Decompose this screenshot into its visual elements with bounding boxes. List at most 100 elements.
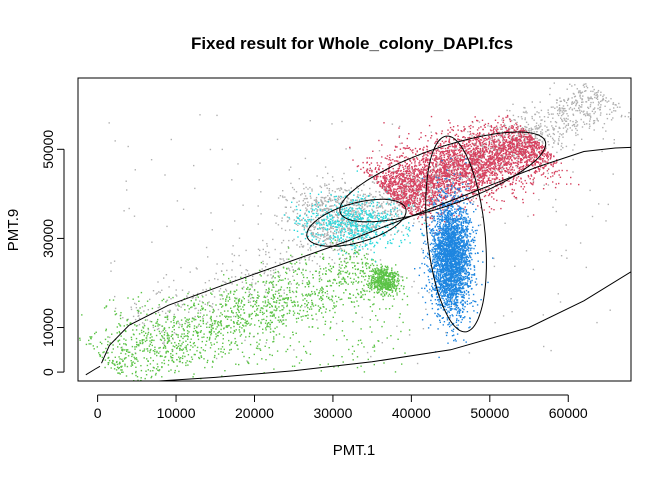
data-point bbox=[559, 127, 561, 129]
data-point bbox=[166, 342, 169, 344]
data-point bbox=[358, 199, 361, 201]
data-point bbox=[576, 121, 578, 123]
data-point bbox=[266, 243, 268, 245]
data-point bbox=[378, 291, 380, 293]
data-point bbox=[273, 315, 275, 317]
data-point bbox=[229, 290, 232, 293]
data-point bbox=[184, 355, 186, 358]
data-point bbox=[276, 138, 279, 141]
data-point bbox=[165, 351, 167, 353]
data-point bbox=[269, 328, 272, 330]
data-point bbox=[560, 109, 562, 111]
data-point bbox=[340, 202, 342, 204]
data-point bbox=[344, 258, 347, 260]
data-point bbox=[285, 319, 287, 321]
data-point bbox=[348, 297, 350, 299]
data-point bbox=[282, 319, 285, 321]
data-point bbox=[201, 307, 203, 309]
data-point bbox=[120, 312, 122, 314]
data-point bbox=[419, 197, 421, 199]
data-point bbox=[268, 256, 271, 258]
data-point bbox=[416, 179, 418, 181]
data-point bbox=[377, 268, 380, 270]
data-point bbox=[322, 273, 324, 275]
data-point bbox=[242, 318, 245, 320]
data-point bbox=[336, 229, 338, 232]
data-point bbox=[413, 218, 415, 220]
data-point bbox=[173, 279, 175, 282]
data-point bbox=[340, 270, 342, 273]
data-point bbox=[328, 220, 330, 222]
data-point bbox=[358, 237, 361, 239]
data-point bbox=[528, 128, 531, 130]
data-point bbox=[345, 257, 348, 260]
data-point bbox=[383, 284, 385, 286]
data-point bbox=[156, 292, 158, 294]
data-point bbox=[245, 325, 247, 327]
data-point bbox=[361, 316, 363, 319]
data-point bbox=[520, 185, 522, 188]
data-point bbox=[306, 226, 308, 228]
data-point bbox=[348, 232, 351, 234]
data-point bbox=[308, 294, 310, 296]
data-point bbox=[369, 299, 371, 301]
data-point bbox=[173, 325, 175, 327]
data-point bbox=[498, 149, 501, 152]
data-point bbox=[350, 281, 353, 283]
data-point bbox=[371, 226, 373, 228]
data-point bbox=[562, 136, 564, 138]
data-point bbox=[220, 328, 222, 331]
data-point bbox=[272, 298, 274, 300]
data-point bbox=[505, 134, 507, 136]
data-point bbox=[211, 324, 213, 327]
data-point bbox=[227, 293, 230, 295]
data-point bbox=[203, 358, 205, 360]
data-point bbox=[335, 305, 337, 307]
data-point bbox=[166, 334, 169, 337]
data-point bbox=[558, 139, 560, 142]
data-point bbox=[294, 209, 296, 211]
data-point bbox=[166, 341, 169, 343]
data-point bbox=[220, 325, 223, 327]
data-point bbox=[546, 129, 549, 132]
data-point bbox=[466, 144, 468, 146]
data-point bbox=[385, 188, 388, 191]
data-point bbox=[394, 178, 396, 180]
data-point bbox=[318, 298, 321, 300]
data-point bbox=[281, 227, 283, 230]
data-point bbox=[117, 367, 120, 370]
data-point bbox=[138, 310, 140, 313]
data-point bbox=[249, 284, 251, 286]
data-point bbox=[356, 250, 359, 253]
data-point bbox=[287, 278, 289, 280]
data-point bbox=[314, 270, 317, 272]
data-point bbox=[406, 196, 409, 198]
data-point bbox=[533, 147, 535, 149]
data-point bbox=[163, 341, 165, 343]
data-point bbox=[289, 291, 291, 294]
data-point bbox=[382, 270, 384, 272]
data-point bbox=[167, 350, 169, 353]
data-point bbox=[612, 117, 614, 119]
data-point bbox=[127, 351, 129, 353]
data-point bbox=[275, 301, 278, 304]
data-point bbox=[216, 114, 218, 117]
data-point bbox=[534, 128, 537, 130]
data-point bbox=[453, 191, 455, 193]
data-point bbox=[321, 286, 323, 288]
data-point bbox=[167, 339, 169, 341]
data-point bbox=[516, 134, 518, 137]
data-point bbox=[334, 248, 336, 251]
data-point bbox=[341, 320, 344, 322]
data-point bbox=[328, 192, 331, 194]
data-point bbox=[244, 291, 247, 294]
data-point bbox=[567, 124, 569, 126]
data-point bbox=[387, 204, 390, 206]
data-point bbox=[349, 297, 352, 299]
data-point bbox=[400, 330, 402, 333]
data-point bbox=[378, 284, 380, 287]
data-point bbox=[311, 209, 314, 212]
data-point bbox=[232, 245, 234, 247]
data-point bbox=[284, 196, 286, 198]
data-point bbox=[188, 311, 190, 313]
